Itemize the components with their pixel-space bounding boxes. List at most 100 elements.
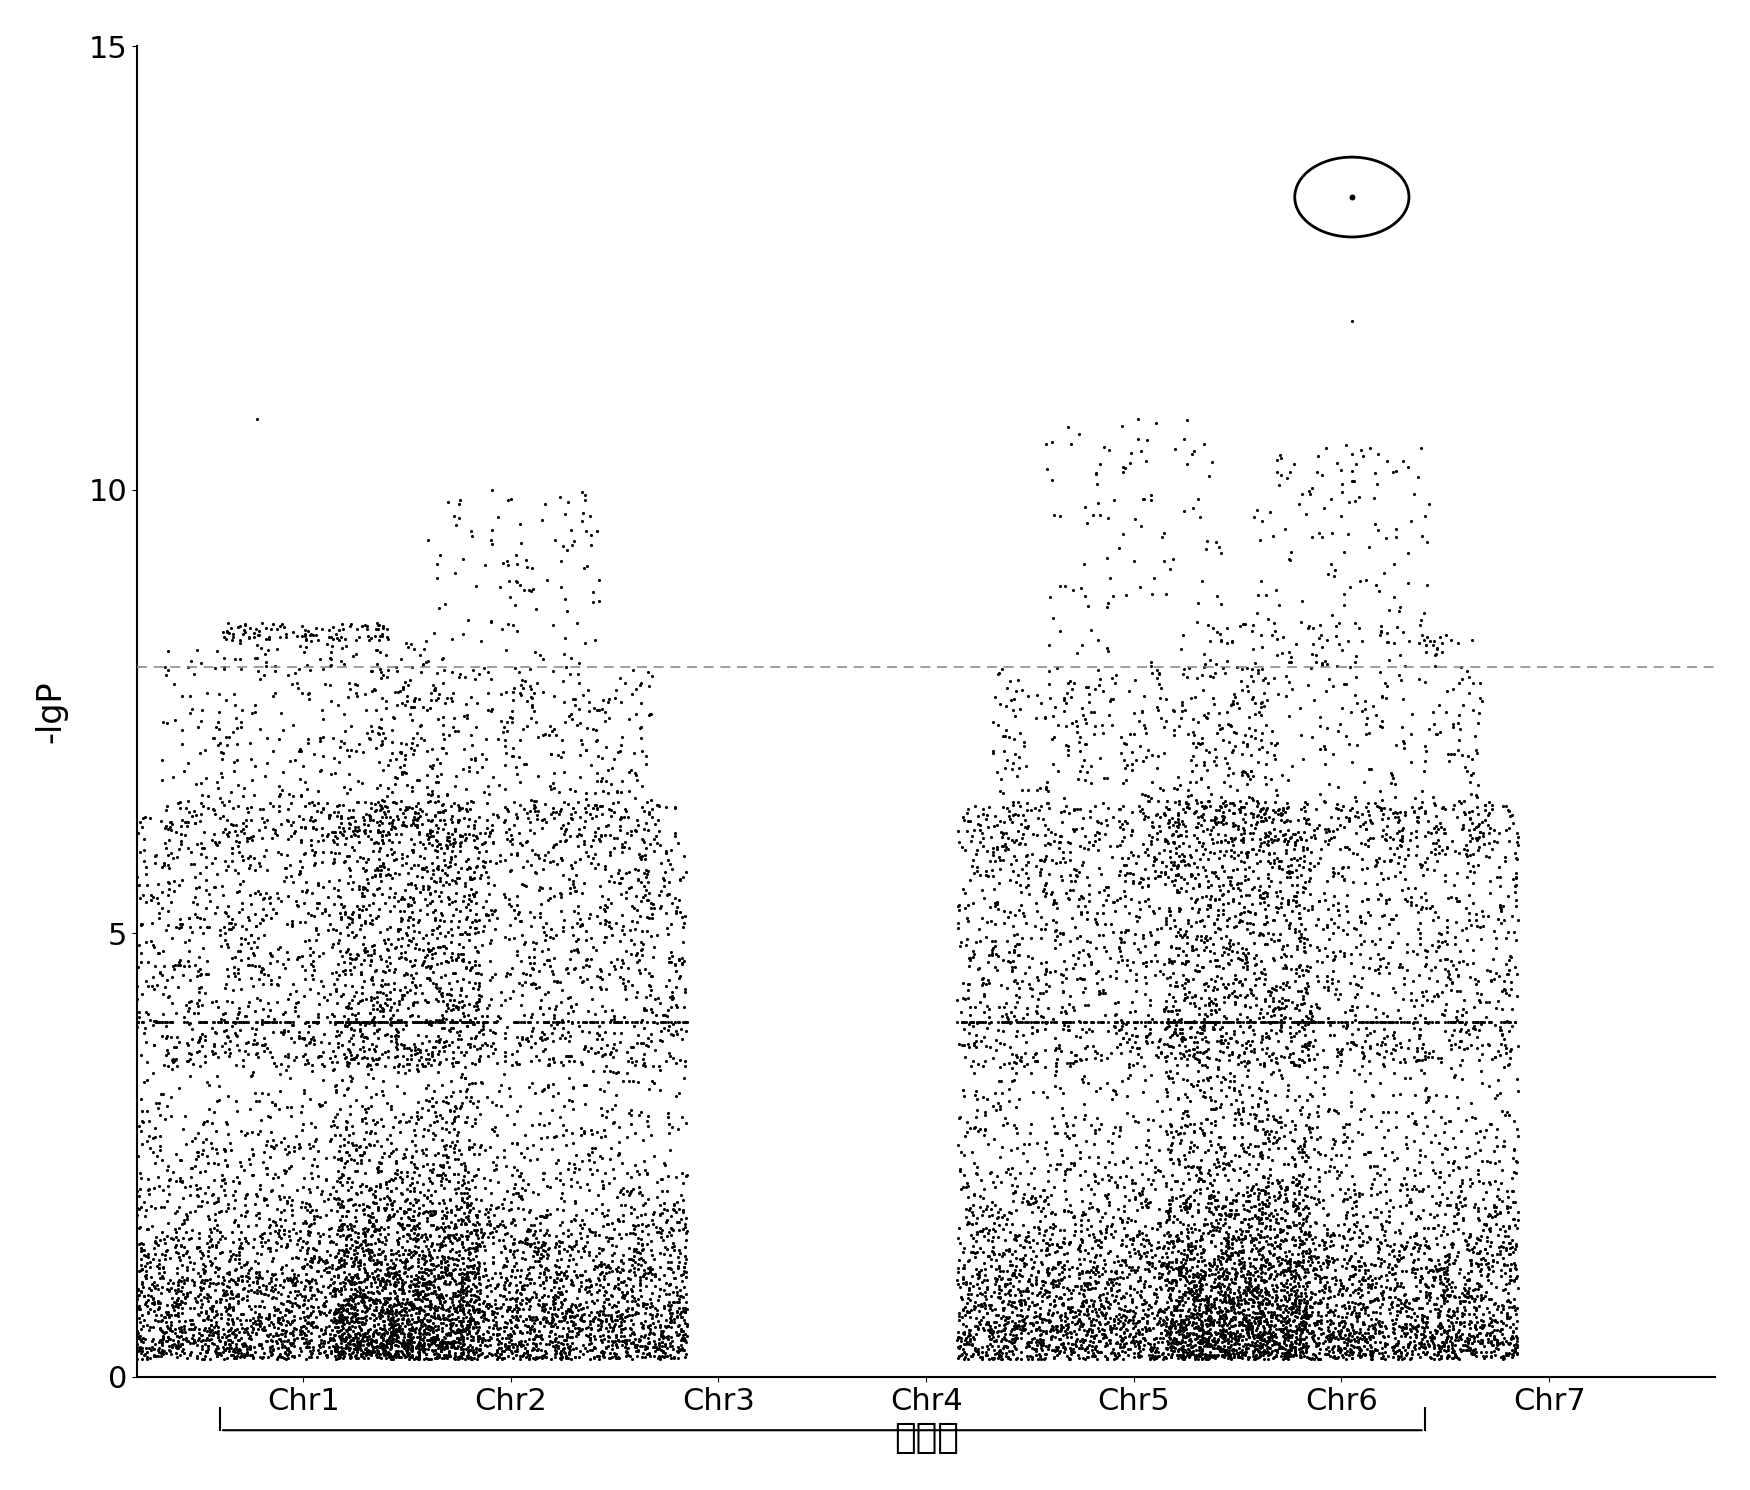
- Point: [273, 1342, 301, 1366]
- Point: [290, 815, 318, 839]
- Point: [500, 1213, 528, 1237]
- Point: [1064, 720, 1092, 744]
- Point: [1199, 831, 1227, 855]
- Point: [1132, 1188, 1160, 1211]
- Point: [420, 1256, 448, 1280]
- Point: [1228, 1307, 1256, 1331]
- Point: [1306, 1341, 1334, 1365]
- Point: [595, 1272, 623, 1296]
- Point: [1071, 1010, 1099, 1034]
- Point: [1237, 1229, 1265, 1253]
- Point: [1372, 1219, 1400, 1243]
- Point: [458, 790, 486, 814]
- Point: [471, 1238, 499, 1262]
- Point: [262, 1198, 290, 1222]
- Point: [1171, 1010, 1199, 1034]
- Point: [217, 1244, 245, 1268]
- Point: [1220, 1019, 1248, 1043]
- Point: [1318, 487, 1346, 511]
- Point: [324, 1019, 352, 1043]
- Point: [460, 1342, 488, 1366]
- Point: [1300, 1256, 1328, 1280]
- Point: [469, 1310, 497, 1334]
- Point: [168, 1171, 196, 1195]
- Point: [1372, 1275, 1400, 1299]
- Point: [1223, 872, 1251, 895]
- Point: [396, 1323, 424, 1347]
- Point: [518, 1308, 546, 1332]
- Point: [1150, 837, 1178, 861]
- Point: [1214, 931, 1242, 955]
- Point: [354, 1325, 382, 1348]
- Point: [1008, 1314, 1036, 1338]
- Point: [590, 1344, 618, 1368]
- Point: [1382, 1271, 1410, 1295]
- Point: [1486, 1043, 1514, 1067]
- Point: [355, 1240, 383, 1264]
- Point: [368, 1043, 396, 1067]
- Point: [145, 1261, 173, 1284]
- Point: [119, 946, 147, 970]
- Point: [399, 1278, 427, 1302]
- Point: [402, 876, 430, 900]
- Point: [1244, 1338, 1272, 1362]
- Point: [1148, 851, 1176, 875]
- Point: [357, 714, 385, 738]
- Point: [205, 733, 233, 757]
- Point: [1144, 1137, 1172, 1161]
- Point: [331, 901, 359, 925]
- Point: [1379, 1240, 1407, 1264]
- Point: [551, 656, 579, 679]
- Point: [343, 1347, 371, 1371]
- Point: [1388, 1325, 1416, 1348]
- Point: [999, 1189, 1027, 1213]
- Point: [1262, 1188, 1290, 1211]
- Point: [214, 618, 242, 642]
- Point: [1036, 1298, 1064, 1322]
- Point: [1083, 1255, 1111, 1278]
- Point: [324, 1335, 352, 1359]
- Point: [1236, 1033, 1264, 1056]
- Point: [1248, 1010, 1276, 1034]
- Point: [1234, 1219, 1262, 1243]
- Point: [1440, 1301, 1468, 1325]
- Point: [565, 1015, 593, 1039]
- Point: [1241, 943, 1269, 967]
- Point: [380, 1314, 408, 1338]
- Point: [1010, 730, 1038, 754]
- Point: [438, 660, 466, 684]
- Point: [1099, 1272, 1127, 1296]
- Point: [234, 946, 262, 970]
- Point: [131, 1265, 159, 1289]
- Point: [1400, 1158, 1428, 1182]
- Point: [140, 1247, 168, 1271]
- Point: [359, 1281, 387, 1305]
- Point: [1171, 1028, 1199, 1052]
- Point: [1071, 824, 1099, 848]
- Point: [1374, 448, 1402, 472]
- Point: [994, 1077, 1022, 1101]
- Point: [448, 1231, 476, 1255]
- Point: [1480, 1046, 1508, 1070]
- Point: [1284, 1332, 1312, 1356]
- Point: [1199, 687, 1227, 711]
- Point: [262, 1238, 290, 1262]
- Point: [455, 1198, 483, 1222]
- Point: [1458, 1033, 1486, 1056]
- Point: [224, 1341, 252, 1365]
- Point: [1381, 1278, 1409, 1302]
- Point: [1026, 1331, 1054, 1354]
- Point: [1256, 1201, 1284, 1225]
- Point: [410, 878, 438, 901]
- Point: [380, 1319, 408, 1342]
- Point: [1446, 842, 1474, 866]
- Point: [1176, 770, 1204, 794]
- Point: [1073, 1290, 1101, 1314]
- Point: [570, 1238, 598, 1262]
- Point: [1167, 1338, 1195, 1362]
- Point: [1034, 997, 1062, 1021]
- Point: [326, 1167, 354, 1191]
- Point: [1318, 1135, 1346, 1159]
- Point: [154, 818, 182, 842]
- Point: [368, 1334, 396, 1357]
